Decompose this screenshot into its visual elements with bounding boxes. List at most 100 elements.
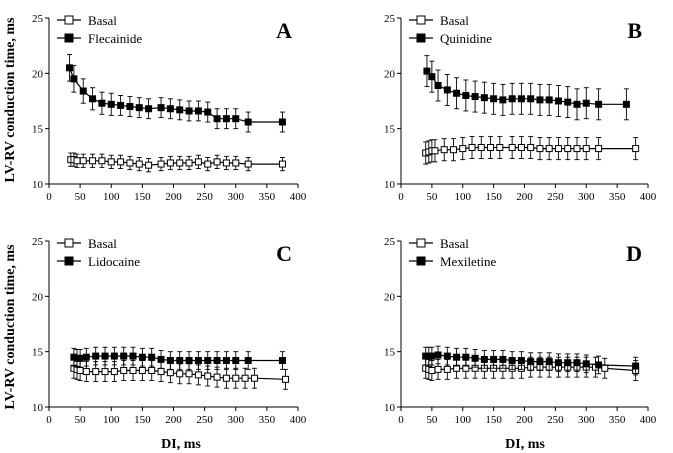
legend-c: Basal Lidocaine xyxy=(57,236,140,269)
data-point-basal-a xyxy=(89,157,97,165)
legend-label-flecainide-a: Flecainide xyxy=(88,31,142,46)
data-point-quinidine-b xyxy=(443,86,451,94)
data-point-flecainide-a xyxy=(232,115,240,123)
data-point-basal-a xyxy=(166,159,174,167)
x-tick-label-c: 350 xyxy=(259,414,276,426)
y-tick-label-a: 20 xyxy=(32,68,44,80)
y-tick-label-c: 25 xyxy=(32,236,44,248)
x-tick-label-b: 50 xyxy=(426,191,438,203)
series-line-basal-b xyxy=(425,146,636,154)
data-point-quinidine-b xyxy=(545,96,553,104)
panel-letter-c: C xyxy=(276,241,292,266)
data-point-mexiletine-d xyxy=(573,359,581,367)
x-tick-label-a: 100 xyxy=(103,191,120,203)
x-tick-label-d: 100 xyxy=(455,414,472,426)
data-point-lidocaine-c xyxy=(166,357,174,365)
data-point-mexiletine-d xyxy=(434,351,442,359)
chart-panel-b: 0 50 100 150 200 250 300 350 400 10 15 20 25 B Basal Qu… xyxy=(384,13,657,203)
data-point-basal-c xyxy=(282,375,290,383)
data-point-basal-c xyxy=(138,366,146,374)
x-tick-label-a: 0 xyxy=(46,191,52,203)
data-point-mexiletine-d xyxy=(545,358,553,366)
data-point-basal-b xyxy=(536,145,544,153)
legend-d: Basal Mexiletine xyxy=(409,236,497,269)
x-tick-label-c: 150 xyxy=(134,414,151,426)
data-point-basal-c xyxy=(185,370,193,378)
x-axis-title-left: DI, ms xyxy=(161,437,201,452)
data-point-basal-d xyxy=(428,366,436,374)
data-point-lidocaine-c xyxy=(176,357,184,365)
legend-label-basal-b: Basal xyxy=(440,13,469,28)
data-point-flecainide-a xyxy=(66,64,74,72)
data-point-quinidine-b xyxy=(508,95,516,103)
data-point-mexiletine-d xyxy=(471,354,479,362)
data-point-mexiletine-d xyxy=(632,362,640,370)
x-tick-label-c: 100 xyxy=(103,414,120,426)
y-tick-label-a: 25 xyxy=(32,13,44,25)
data-point-lidocaine-c xyxy=(101,352,109,360)
data-point-basal-a xyxy=(79,157,87,165)
y-tick-label-a: 15 xyxy=(32,124,44,136)
data-point-mexiletine-d xyxy=(462,353,470,361)
data-point-flecainide-a xyxy=(194,107,202,115)
data-point-basal-a xyxy=(194,158,202,166)
data-point-flecainide-a xyxy=(135,104,143,112)
data-point-basal-c xyxy=(222,374,230,382)
legend-marker-basal-d xyxy=(416,238,426,248)
data-point-lidocaine-c xyxy=(244,357,252,365)
data-point-basal-c xyxy=(92,368,100,376)
data-point-lidocaine-c xyxy=(120,352,128,360)
data-point-basal-b xyxy=(564,145,572,153)
data-point-basal-b xyxy=(431,147,439,155)
panel-letter-b: B xyxy=(627,18,642,43)
x-tick-label-d: 300 xyxy=(578,414,595,426)
data-point-quinidine-b xyxy=(536,96,544,104)
data-point-flecainide-a xyxy=(117,101,125,109)
x-tick-label-c: 200 xyxy=(165,414,182,426)
data-point-basal-c xyxy=(129,366,137,374)
series-line-basal-a xyxy=(70,159,283,166)
data-point-lidocaine-c xyxy=(82,353,90,361)
data-point-basal-c xyxy=(232,374,240,382)
data-point-basal-b xyxy=(573,145,581,153)
chart-panel-a: 0 50 100 150 200 250 300 350 400 10 15 20 25 A Basal Fl… xyxy=(32,13,307,203)
data-point-flecainide-a xyxy=(204,108,212,116)
data-point-lidocaine-c xyxy=(110,352,118,360)
data-point-lidocaine-c xyxy=(157,355,165,363)
y-tick-label-b: 10 xyxy=(384,179,396,191)
y-axis-title-top: LV-RV conduction time, ms xyxy=(3,17,18,182)
data-point-basal-b xyxy=(496,143,504,151)
x-tick-label-a: 300 xyxy=(228,191,245,203)
data-point-basal-c xyxy=(110,368,118,376)
data-point-flecainide-a xyxy=(166,105,174,113)
data-point-quinidine-b xyxy=(564,98,572,106)
data-point-basal-c xyxy=(250,374,258,382)
data-point-lidocaine-c xyxy=(92,352,100,360)
data-point-lidocaine-c xyxy=(148,353,156,361)
data-point-basal-c xyxy=(166,369,174,377)
data-point-basal-b xyxy=(527,143,535,151)
y-tick-label-c: 10 xyxy=(32,402,44,414)
data-point-quinidine-b xyxy=(471,93,479,101)
x-tick-label-b: 100 xyxy=(455,191,472,203)
data-point-flecainide-a xyxy=(244,118,252,126)
data-point-mexiletine-d xyxy=(508,357,516,365)
series-mexiletine-d xyxy=(422,345,640,376)
x-tick-label-a: 250 xyxy=(196,191,213,203)
data-point-lidocaine-c xyxy=(213,357,221,365)
data-point-lidocaine-c xyxy=(222,357,230,365)
x-tick-label-c: 400 xyxy=(290,414,307,426)
data-point-basal-b xyxy=(517,143,525,151)
data-point-quinidine-b xyxy=(423,67,431,75)
y-tick-label-b: 25 xyxy=(384,13,396,25)
data-point-quinidine-b xyxy=(595,100,603,108)
legend-marker-lidocaine-c xyxy=(64,256,74,266)
data-point-basal-a xyxy=(222,159,230,167)
y-tick-label-d: 10 xyxy=(384,402,396,414)
data-point-flecainide-a xyxy=(213,115,221,123)
x-tick-label-d: 400 xyxy=(640,414,657,426)
x-tick-label-d: 0 xyxy=(398,414,404,426)
y-tick-label-b: 15 xyxy=(384,124,396,136)
data-point-lidocaine-c xyxy=(232,357,240,365)
